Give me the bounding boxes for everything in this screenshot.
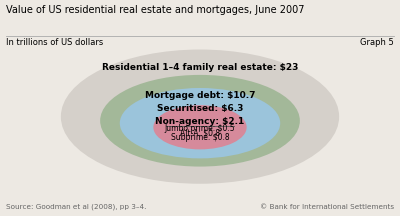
Text: © Bank for International Settlements: © Bank for International Settlements bbox=[260, 203, 394, 210]
Text: Residential 1–4 family real estate: $23: Residential 1–4 family real estate: $23 bbox=[102, 63, 298, 72]
Ellipse shape bbox=[153, 105, 247, 149]
Text: Jumbo prime: $0.5: Jumbo prime: $0.5 bbox=[165, 124, 235, 133]
Text: Graph 5: Graph 5 bbox=[360, 38, 394, 47]
Text: Alt-A: $0.8: Alt-A: $0.8 bbox=[180, 129, 220, 138]
Text: Non-agency: $2.1: Non-agency: $2.1 bbox=[155, 118, 245, 126]
Ellipse shape bbox=[61, 49, 339, 184]
Text: In trillions of US dollars: In trillions of US dollars bbox=[6, 38, 103, 47]
Text: Securitised: $6.3: Securitised: $6.3 bbox=[157, 104, 243, 113]
Text: Mortgage debt: $10.7: Mortgage debt: $10.7 bbox=[145, 91, 255, 100]
Ellipse shape bbox=[100, 75, 300, 167]
Text: Source: Goodman et al (2008), pp 3–4.: Source: Goodman et al (2008), pp 3–4. bbox=[6, 203, 146, 210]
Ellipse shape bbox=[120, 88, 280, 158]
Text: Subprime: $0.8: Subprime: $0.8 bbox=[171, 133, 229, 142]
Text: Value of US residential real estate and mortgages, June 2007: Value of US residential real estate and … bbox=[6, 5, 304, 15]
